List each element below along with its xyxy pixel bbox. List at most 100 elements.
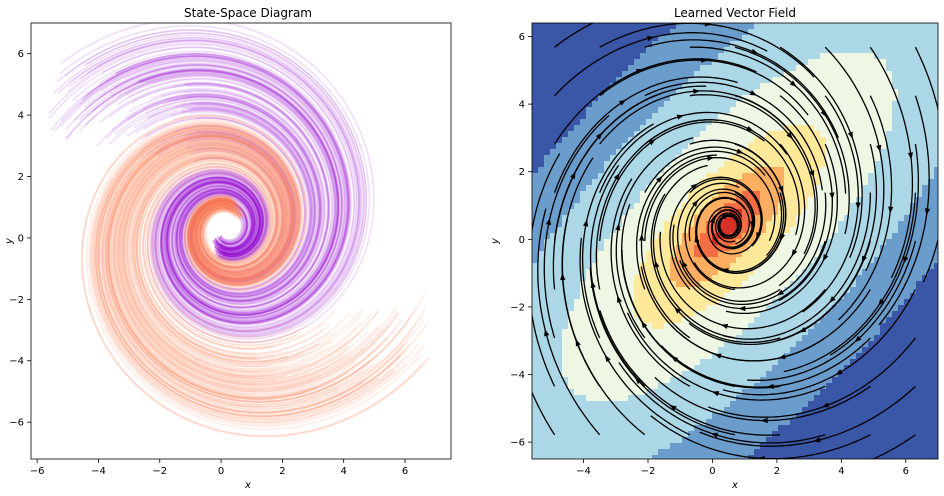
contour-cell [634, 191, 641, 198]
contour-cell [574, 299, 581, 306]
contour-cell [856, 425, 863, 432]
contour-cell [658, 455, 665, 459]
contour-cell [580, 197, 587, 204]
contour-cell [904, 365, 911, 372]
contour-cell [808, 221, 815, 228]
contour-cell [820, 113, 827, 120]
contour-cell [538, 407, 545, 414]
contour-cell [898, 431, 905, 438]
orange-trajectory [117, 143, 349, 385]
contour-cell [550, 299, 557, 306]
contour-cell [742, 185, 749, 192]
purple-trajectory [56, 29, 368, 338]
contour-cell [688, 155, 695, 162]
contour-cell [706, 77, 713, 84]
contour-cell [760, 359, 767, 366]
contour-cell [868, 29, 875, 36]
contour-cell [814, 377, 821, 384]
contour-cell [766, 101, 773, 108]
contour-cell [568, 317, 575, 324]
contour-cell [622, 389, 629, 396]
contour-cell [748, 53, 755, 60]
contour-cell [874, 365, 881, 372]
contour-cell [532, 167, 539, 174]
contour-cell [556, 173, 563, 180]
contour-cell [562, 203, 569, 210]
contour-cell [568, 275, 575, 282]
contour-cell [640, 101, 647, 108]
contour-cell [574, 371, 581, 378]
contour-cell [706, 203, 713, 210]
contour-cell [910, 401, 917, 408]
contour-cell [670, 401, 677, 408]
contour-cell [778, 425, 785, 432]
orange-trajectory [94, 125, 402, 418]
contour-cell [580, 311, 587, 318]
contour-cell [814, 407, 821, 414]
contour-cell [850, 275, 857, 282]
contour-cell [784, 233, 791, 240]
contour-cell [634, 413, 641, 420]
contour-cell [808, 347, 815, 354]
contour-cell [766, 311, 773, 318]
contour-cell [676, 173, 683, 180]
contour-cell [622, 311, 629, 318]
contour-cell [712, 107, 719, 114]
contour-cell [718, 131, 725, 138]
contour-cell [538, 29, 545, 36]
contour-cell [868, 281, 875, 288]
orange-trajectory [112, 139, 399, 393]
contour-cell [574, 173, 581, 180]
contour-cell [712, 41, 719, 48]
contour-cell [886, 269, 893, 276]
contour-cell [868, 263, 875, 270]
contour-cell [580, 317, 587, 324]
contour-cell [670, 161, 677, 168]
contour-cell [604, 59, 611, 66]
contour-cell [880, 377, 887, 384]
contour-cell [670, 149, 677, 156]
contour-cell [634, 173, 641, 180]
contour-cell [802, 401, 809, 408]
contour-cell [832, 83, 839, 90]
contour-cell [802, 89, 809, 96]
contour-cell [856, 281, 863, 288]
contour-cell [904, 215, 911, 222]
contour-cell [760, 71, 767, 78]
contour-cell [562, 353, 569, 360]
contour-cell [664, 173, 671, 180]
contour-cell [700, 281, 707, 288]
contour-cell [898, 89, 905, 96]
contour-cell [916, 77, 923, 84]
contour-cell [688, 77, 695, 84]
contour-cell [874, 449, 881, 456]
contour-cell [760, 149, 767, 156]
contour-cell [874, 101, 881, 108]
contour-cell [760, 47, 767, 54]
vector-field-plot-area [532, 23, 938, 459]
contour-cell [766, 245, 773, 252]
contour-cell [832, 167, 839, 174]
contour-cell [856, 431, 863, 438]
contour-cell [898, 263, 905, 270]
contour-cell [682, 95, 689, 102]
contour-cell [790, 263, 797, 270]
contour-cell [844, 59, 851, 66]
contour-cell [664, 143, 671, 150]
contour-cell [574, 83, 581, 90]
orange-trajectory [144, 164, 302, 347]
contour-cell [748, 83, 755, 90]
contour-cell [634, 59, 641, 66]
contour-cell [880, 257, 887, 264]
contour-cell [622, 347, 629, 354]
contour-cell [790, 413, 797, 420]
contour-cell [814, 167, 821, 174]
contour-cell [892, 305, 899, 312]
contour-cell [670, 365, 677, 372]
contour-cell [550, 305, 557, 312]
contour-cell [628, 359, 635, 366]
contour-cell [820, 383, 827, 390]
contour-cell [844, 101, 851, 108]
contour-cell [910, 311, 917, 318]
contour-cell [544, 155, 551, 162]
